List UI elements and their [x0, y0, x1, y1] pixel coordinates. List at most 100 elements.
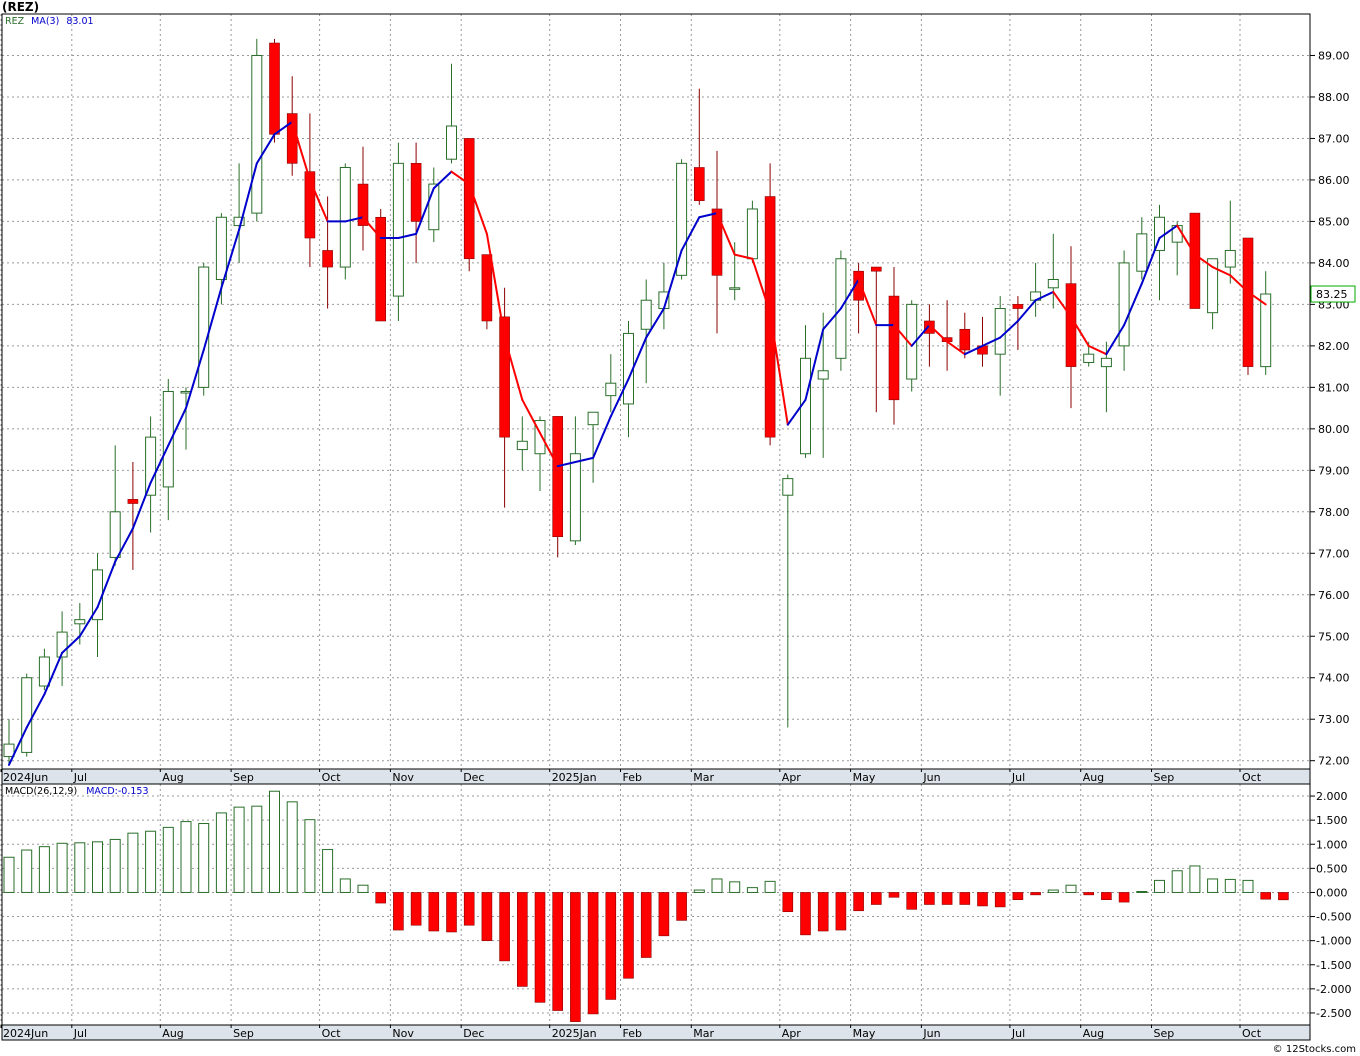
macd-bar-negative [994, 892, 1006, 908]
macd-bar-negative [463, 892, 475, 926]
macd-bar-negative [1101, 892, 1112, 900]
macd-x-label: Sep [1154, 1027, 1175, 1040]
candle-body-up [38, 656, 50, 687]
macd-bar-positive [162, 826, 174, 893]
price-tick-label: 89.00 [1318, 49, 1350, 62]
candle-body-up [817, 370, 829, 380]
price-tick-label: 75.00 [1318, 630, 1350, 643]
candle-body-down [481, 254, 493, 322]
macd-bar-negative [941, 892, 953, 905]
ma-segment [1247, 290, 1267, 306]
price-x-label: Aug [162, 771, 183, 784]
price-tick-label: 77.00 [1318, 547, 1350, 560]
price-x-label: Jul [73, 771, 87, 784]
candle-body-up [569, 453, 581, 542]
macd-bar-negative [817, 892, 829, 932]
ma-segment [185, 349, 205, 410]
macd-x-label: Aug [1083, 1027, 1104, 1040]
macd-bar-negative [570, 892, 581, 1022]
candle-body-down [127, 499, 139, 504]
price-tick-label: 85.00 [1318, 215, 1350, 228]
candle-body-down [924, 320, 935, 334]
macd-bar-negative [499, 892, 510, 962]
candle-body-up [233, 216, 245, 227]
macd-bar-positive [764, 880, 776, 893]
candle-body-up [1118, 262, 1130, 347]
price-x-label: Feb [623, 771, 642, 784]
candle-body-up [1224, 249, 1236, 268]
candle-body-up [640, 299, 652, 330]
ma-segment [1016, 299, 1037, 322]
price-grid [0, 14, 1310, 769]
ma-segment [963, 344, 984, 356]
ma-segment [1211, 266, 1232, 277]
macd-legend-name: MACD(26,12,9) [5, 786, 78, 797]
ma-segment [78, 606, 99, 638]
macd-bar-negative [888, 892, 900, 898]
candle-body-up [162, 391, 174, 488]
macd-bar-positive [1189, 865, 1201, 893]
candle-body-up [1260, 293, 1272, 368]
macd-bar-positive [1171, 870, 1183, 893]
macd-bar-positive [711, 878, 723, 893]
macd-bar-negative [800, 892, 811, 936]
macd-bar-negative [658, 892, 670, 937]
ma-segment [645, 307, 665, 339]
price-tick-label: 86.00 [1318, 174, 1350, 187]
macd-bar-positive [1047, 889, 1059, 893]
legend-symbol: REZ [5, 16, 25, 27]
macd-bar-negative [906, 892, 918, 910]
ma-segment [291, 120, 311, 181]
ma-segment [928, 324, 949, 343]
price-legend: REZ MA(3) 83.01 [5, 16, 94, 27]
candle-body-up [729, 287, 741, 290]
ma-segment [1052, 290, 1072, 318]
candle-body-up [746, 208, 758, 260]
macd-tick-label: -2.500 [1316, 1007, 1351, 1020]
candle-body-up [1100, 357, 1112, 368]
macd-x-label: 2025Jan [552, 1027, 597, 1040]
candle-body-down [959, 328, 971, 351]
ma-segment [61, 635, 81, 654]
macd-bar-positive [746, 887, 758, 893]
ma-segment [857, 278, 878, 327]
macd-bar-positive [1136, 890, 1148, 893]
ma-segment [238, 162, 258, 231]
macd-bar-positive [127, 832, 139, 893]
ma-segment [521, 398, 541, 434]
ma-segment [1140, 237, 1161, 285]
price-ma-line [8, 120, 1267, 766]
macd-bar-negative [481, 892, 493, 941]
macd-bar-positive [322, 849, 334, 893]
macd-bar-negative [552, 892, 564, 1011]
ma-segment [839, 278, 860, 310]
ma-segment [592, 415, 612, 459]
candle-body-up [587, 411, 599, 426]
macd-x-axis: 2024Jun Jul Aug Sep Oct Nov Dec 2025Jan Feb Mar Ap… [0, 1024, 1311, 1041]
macd-x-label: May [853, 1027, 876, 1040]
ma-segment [167, 407, 187, 447]
candle-body-up [605, 382, 617, 397]
ma-segment [1087, 344, 1108, 356]
candle-body-down [1012, 304, 1024, 309]
macd-x-label: Oct [1242, 1027, 1262, 1040]
ma-segment [680, 216, 701, 252]
macd-x-label: Jul [73, 1027, 87, 1040]
macd-x-label: Dec [463, 1027, 484, 1040]
ma-segment [308, 178, 329, 223]
candle-body-up [782, 478, 794, 496]
macd-x-label: Aug [162, 1027, 183, 1040]
candle-body-up [1136, 233, 1148, 272]
ma-segment [574, 456, 595, 464]
ma-segment [149, 444, 170, 484]
price-tick-label: 87.00 [1318, 132, 1350, 145]
macd-bar-positive [304, 819, 316, 893]
macd-bars [3, 790, 1289, 1022]
price-x-label: Sep [1154, 771, 1175, 784]
ma-segment [220, 228, 241, 289]
ma-segment [769, 311, 789, 426]
candle-body-up [906, 303, 918, 380]
chart-title: (REZ) [2, 0, 40, 14]
price-x-label: 2024Jun [3, 771, 48, 784]
candle-body-up [1207, 258, 1219, 314]
